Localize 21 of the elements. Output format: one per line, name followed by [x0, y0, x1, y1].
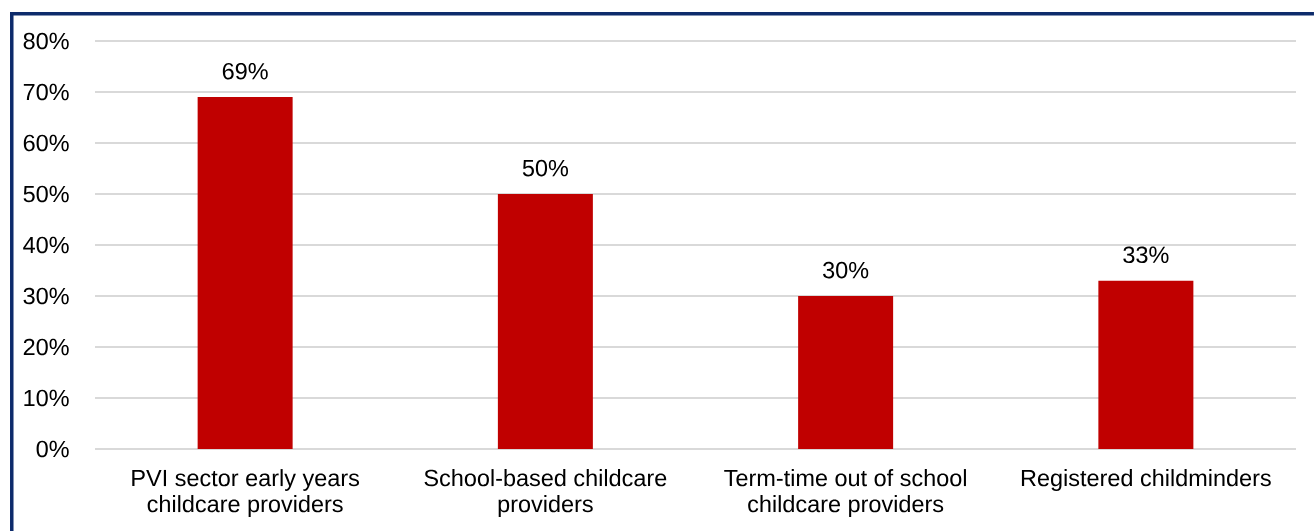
y-tick-label: 10% — [24, 389, 69, 407]
bar — [497, 194, 593, 449]
y-tick-label: 60% — [23, 134, 69, 152]
x-tick-label: School-based childcare providers — [424, 469, 667, 517]
y-tick-label: 50% — [23, 185, 69, 203]
bar — [1098, 280, 1194, 449]
y-tick-label: 30% — [23, 287, 69, 305]
bar — [197, 97, 293, 449]
data-label: 50% — [522, 159, 569, 177]
y-tick-label: 80% — [23, 32, 69, 50]
y-tick-label: 40% — [23, 236, 69, 254]
x-tick-label: PVI sector early years childcare providers — [132, 469, 360, 517]
y-tick-label: 0% — [36, 440, 69, 458]
bar — [798, 295, 894, 449]
data-label: 33% — [1123, 246, 1169, 264]
y-tick-label: 70% — [23, 83, 69, 101]
x-tick-label: Registered childminders — [1021, 469, 1271, 491]
x-tick-label: Term-time out of school childcare providers — [724, 469, 966, 517]
data-label: 30% — [823, 261, 869, 279]
y-tick-label: 20% — [23, 338, 69, 356]
data-label: 69% — [222, 62, 268, 80]
